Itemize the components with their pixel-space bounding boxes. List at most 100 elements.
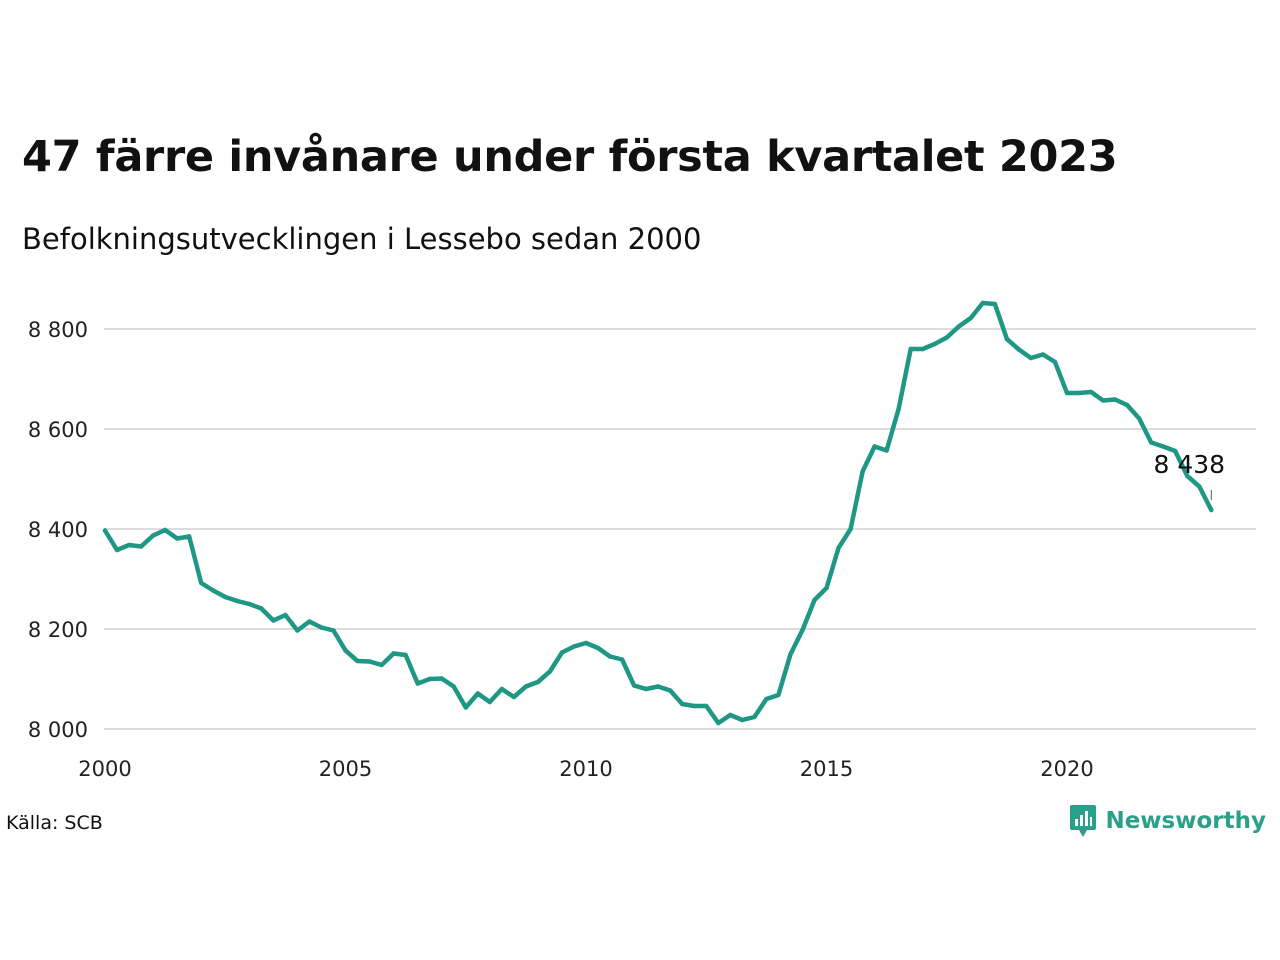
y-tick-label: 8 600 — [28, 418, 88, 442]
data-point — [860, 469, 865, 474]
y-tick-label: 8 800 — [28, 318, 88, 342]
brand-logo[interactable]: Newsworthy — [1069, 803, 1266, 839]
data-point — [307, 619, 312, 624]
data-point — [716, 720, 721, 726]
data-point — [235, 598, 240, 604]
data-point — [776, 692, 781, 698]
data-point — [475, 691, 480, 696]
data-point — [932, 341, 937, 347]
data-point — [1136, 416, 1142, 421]
data-point — [523, 684, 529, 689]
data-point — [463, 705, 468, 710]
data-point — [956, 324, 961, 329]
data-point — [247, 601, 252, 607]
data-point — [667, 688, 673, 693]
data-point — [752, 714, 757, 720]
data-point — [559, 650, 565, 655]
data-point — [1161, 444, 1166, 449]
x-tick-label: 2005 — [319, 757, 372, 781]
data-point — [138, 544, 144, 549]
data-point — [331, 628, 336, 633]
data-point — [1197, 484, 1202, 489]
data-point — [1148, 440, 1154, 445]
data-point — [788, 652, 793, 657]
data-point — [547, 669, 553, 674]
data-point — [704, 703, 709, 709]
data-point — [619, 657, 625, 662]
data-point — [692, 703, 697, 709]
data-point — [174, 536, 180, 541]
data-point — [1004, 336, 1010, 342]
data-point — [499, 686, 505, 692]
data-point — [211, 588, 216, 593]
data-point — [343, 648, 348, 653]
chart-subtitle: Befolkningsutvecklingen i Lessebo sedan … — [22, 222, 702, 256]
data-point — [487, 699, 492, 705]
data-point — [1209, 507, 1214, 513]
annotation-layer: 8 438 — [1154, 450, 1226, 500]
data-point — [427, 676, 432, 682]
data-point — [367, 659, 372, 664]
x-tick-label: 2015 — [800, 757, 853, 781]
data-point — [764, 696, 769, 702]
data-point — [439, 676, 444, 681]
data-point — [511, 694, 517, 700]
brand-name: Newsworthy — [1105, 808, 1266, 834]
data-point — [824, 585, 829, 591]
data-point — [800, 627, 805, 633]
data-point — [1016, 347, 1022, 352]
data-point — [836, 545, 841, 551]
data-point — [944, 335, 949, 340]
data-point — [908, 346, 913, 352]
population-line — [102, 300, 1214, 726]
data-point — [571, 644, 577, 649]
data-point — [980, 300, 986, 306]
data-point — [102, 528, 108, 533]
data-point — [1173, 448, 1178, 454]
data-point — [1076, 390, 1082, 396]
gridlines — [104, 328, 1256, 730]
data-point — [114, 547, 120, 553]
data-point — [920, 346, 925, 352]
data-point — [150, 533, 156, 538]
last-value-label: 8 438 — [1154, 450, 1226, 479]
data-point — [896, 406, 901, 412]
data-point — [391, 651, 396, 656]
data-point — [1040, 352, 1046, 357]
data-point — [223, 594, 228, 600]
data-point — [655, 684, 661, 689]
data-point — [740, 717, 745, 723]
data-point — [379, 662, 384, 668]
data-point — [283, 612, 288, 618]
data-point — [595, 645, 601, 651]
y-axis-ticks: 8 000 8 200 8 400 8 600 8 800 — [28, 318, 88, 742]
data-point — [162, 527, 168, 533]
data-point — [607, 654, 613, 659]
data-point — [355, 658, 360, 664]
data-point — [1124, 402, 1130, 408]
data-point — [1028, 355, 1034, 361]
data-point — [968, 315, 973, 321]
data-point — [884, 448, 889, 453]
chart-title: 47 färre invånare under första kvartalet… — [22, 132, 1118, 182]
newsworthy-logo-icon — [1070, 805, 1097, 837]
data-point — [643, 686, 649, 692]
data-point — [1100, 398, 1106, 403]
data-point — [1064, 390, 1070, 396]
data-point — [1185, 473, 1190, 479]
data-point — [403, 652, 408, 658]
data-point — [872, 444, 877, 449]
data-point — [126, 542, 132, 548]
data-point — [259, 606, 264, 611]
data-point — [728, 712, 733, 718]
data-point — [812, 597, 817, 603]
data-point — [186, 534, 192, 539]
y-tick-label: 8 000 — [28, 718, 88, 742]
x-tick-label: 2000 — [78, 757, 131, 781]
data-point — [451, 684, 456, 689]
data-point — [1052, 359, 1058, 365]
data-point — [271, 618, 276, 623]
data-point — [415, 681, 420, 686]
data-point — [199, 580, 204, 586]
